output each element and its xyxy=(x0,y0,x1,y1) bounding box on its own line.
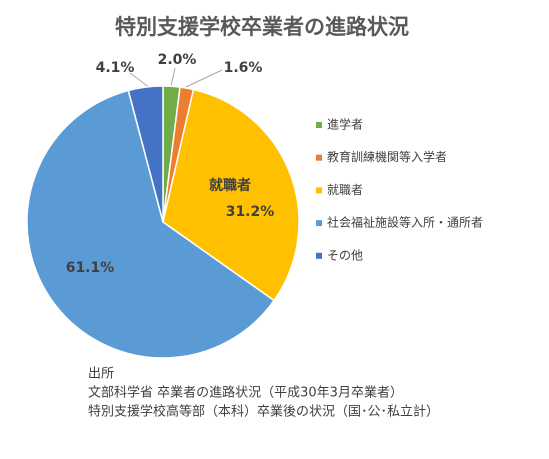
leader-line xyxy=(170,67,176,87)
legend-swatch xyxy=(316,252,322,259)
source-line: 出所 xyxy=(88,367,114,382)
legend-label: 教育訓練機関等入学者 xyxy=(327,149,447,164)
legend-swatch xyxy=(316,187,322,194)
slice-category-label: 就職者 xyxy=(209,177,251,194)
legend-swatch xyxy=(316,122,322,128)
data-label: 4.1% xyxy=(96,60,135,76)
legend-swatch xyxy=(316,154,322,161)
data-label: 1.6% xyxy=(224,60,263,76)
leader-line xyxy=(129,72,151,89)
pie-slice xyxy=(26,89,276,359)
legend-label: 社会福祉施設等入所・通所者 xyxy=(327,215,483,230)
chart-title: 特別支援学校卒業者の進路状況 xyxy=(115,15,409,39)
legend-swatch xyxy=(316,220,322,227)
pie-slice xyxy=(162,88,300,302)
pie-slice xyxy=(127,85,164,223)
legend-label: その他 xyxy=(327,248,363,262)
source-line: 特別支援学校高等部（本科）卒業後の状況（国･公･私立計） xyxy=(88,404,439,420)
data-label: 61.1% xyxy=(66,260,115,276)
legend-label: 進学者 xyxy=(327,117,363,132)
leader-lines xyxy=(129,67,223,89)
data-label: 31.2% xyxy=(226,204,275,220)
legend-label: 就職者 xyxy=(327,183,363,197)
source-line: 文部科学省 卒業者の進路状況（平成30年3月卒業者） xyxy=(88,385,403,401)
data-label: 2.0% xyxy=(158,52,197,68)
leader-line xyxy=(185,69,223,88)
